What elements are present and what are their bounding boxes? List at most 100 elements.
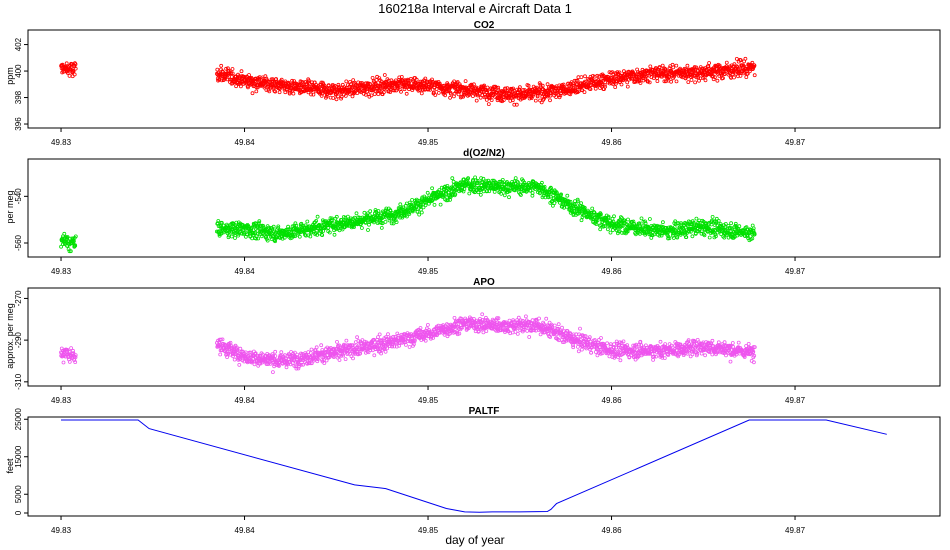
co2-point [678,66,682,71]
o2n2-point [73,243,78,248]
co2-point [370,76,375,80]
apo-point [309,347,314,352]
co2-point [505,86,510,90]
apo-point [218,352,223,357]
co2-point [351,85,355,90]
co2-point [602,83,607,87]
o2n2-point [302,230,307,235]
apo-x-tick-label: 49.83 [51,396,72,405]
co2-point [744,75,749,79]
co2-point [486,102,491,106]
o2n2-point [234,220,239,225]
o2n2-point [252,231,257,236]
co2-point [558,93,563,98]
co2-point [448,95,453,100]
co2-point [511,86,515,91]
co2-point [377,76,382,80]
co2-point [326,83,331,87]
o2n2-point [315,214,320,219]
co2-point [541,87,546,92]
co2-point [489,98,494,102]
o2n2-point [419,210,424,215]
co2-y-tick-label: 402 [14,37,23,51]
co2-point [279,77,284,82]
co2-point [667,75,671,80]
co2-point [71,68,75,73]
co2-point [414,77,419,82]
o2n2-title: d(O2/N2) [463,148,505,159]
co2-point [373,81,378,86]
apo-plot-frame [27,287,941,387]
co2-point [494,86,499,90]
o2n2-point [233,236,237,240]
o2n2-point [289,230,294,234]
co2-point [397,75,402,80]
apo-point [527,335,532,339]
co2-point [724,60,729,65]
o2n2-point [62,231,67,236]
o2n2-point [352,225,356,230]
co2-point [693,80,697,85]
o2n2-point [216,224,221,229]
co2-point [369,93,374,98]
co2-point [376,92,381,96]
co2-point [443,93,448,98]
apo-point [335,339,339,344]
co2-point [721,76,725,80]
o2n2-x-tick-label: 49.84 [235,267,256,276]
co2-point [336,82,341,87]
co2-point [732,62,737,67]
co2-point [368,82,373,86]
co2-point [273,89,278,94]
o2n2-point [362,210,367,215]
o2n2-point [379,225,384,230]
apo-point [386,332,390,337]
figure-title: 160218a Interval e Aircraft Data 1 [378,1,572,16]
co2-point [617,70,622,75]
o2n2-point [248,230,253,235]
co2-point [437,81,442,86]
o2n2-point [626,217,630,222]
co2-point [647,80,652,85]
co2-y-tick-label: 398 [14,90,23,104]
o2n2-ylabel: per meg [5,190,15,223]
co2-point [344,79,349,84]
co2-point [423,76,428,81]
o2n2-point [648,217,652,221]
co2-point [743,56,748,61]
co2-point [332,83,337,88]
o2n2-point [565,193,570,198]
co2-y-tick-label: 396 [14,117,23,131]
co2-point [595,73,600,78]
o2n2-point [729,221,733,226]
co2-point [374,78,379,82]
co2-point [382,73,387,77]
o2n2-point [271,224,276,229]
co2-point [408,78,413,83]
co2-point [510,98,515,103]
co2-point [238,84,243,89]
o2n2-point [330,216,334,221]
apo-point [61,360,66,365]
co2-point [336,94,340,99]
o2n2-point [513,176,518,181]
co2-point [694,65,699,70]
co2-point [257,76,262,81]
co2-point [350,94,355,99]
co2-point [379,86,384,90]
co2-point [372,92,377,96]
co2-point [220,69,225,74]
co2-point [557,95,562,100]
co2-point [752,73,757,78]
o2n2-point [690,234,695,239]
o2n2-point [383,219,388,224]
co2-point [455,80,460,84]
co2-point [402,87,407,92]
co2-point [722,72,727,76]
co2-point [375,88,380,93]
co2-point [662,72,667,76]
apo-y-tick-label: -270 [14,290,23,307]
o2n2-x-tick-label: 49.87 [785,267,806,276]
co2-point [250,91,255,96]
apo-point [544,316,549,321]
